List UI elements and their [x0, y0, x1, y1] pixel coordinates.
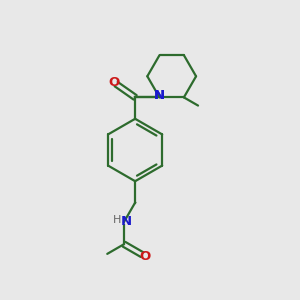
Text: N: N	[154, 89, 165, 102]
Text: N: N	[154, 89, 165, 102]
Text: O: O	[108, 76, 119, 89]
Text: O: O	[140, 250, 151, 262]
Text: H: H	[113, 214, 122, 224]
Text: N: N	[121, 215, 132, 228]
